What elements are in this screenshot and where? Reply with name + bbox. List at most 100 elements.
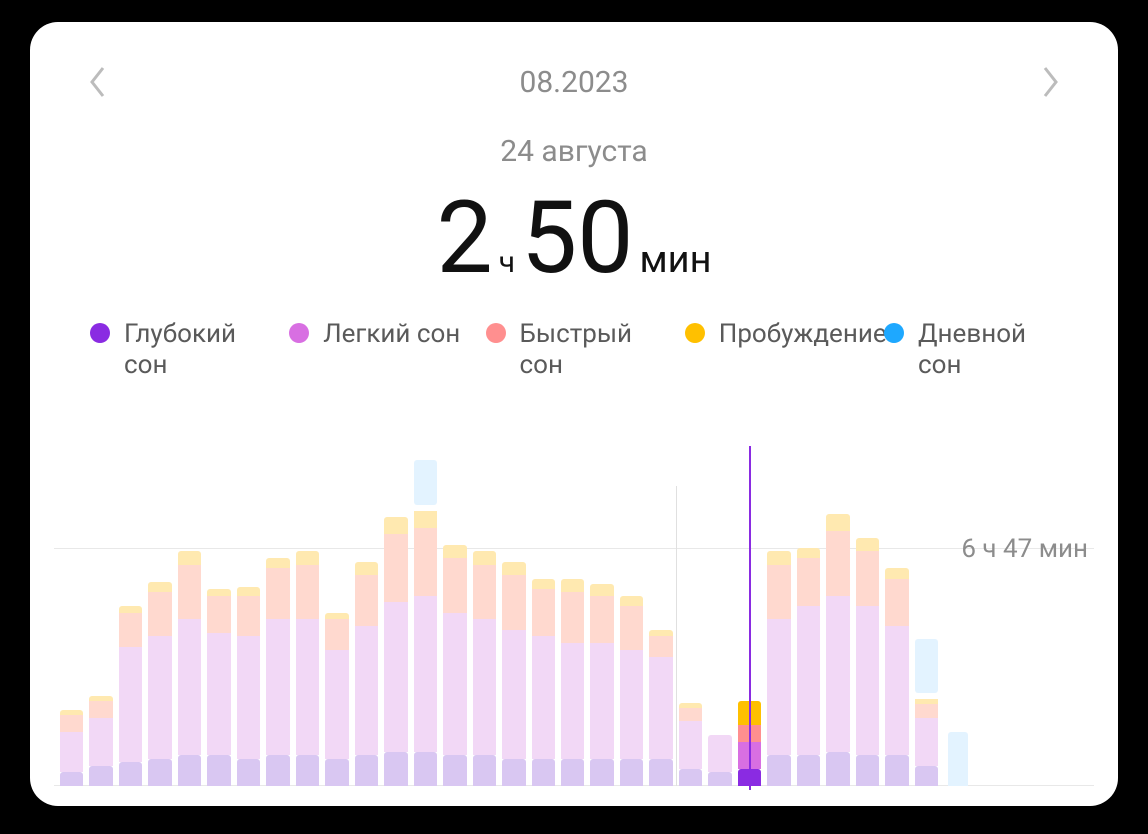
bar-day[interactable]: [679, 446, 702, 786]
bar-seg-deep: [355, 755, 378, 786]
bar-day[interactable]: [767, 446, 790, 786]
bar-seg-awake: [856, 538, 879, 552]
bar-seg-deep: [325, 759, 348, 786]
bar-seg-awake: [296, 551, 319, 565]
bar-seg-rem: [767, 565, 790, 619]
bar-seg-light: [119, 647, 142, 763]
legend-dot-icon: [90, 323, 110, 343]
bar-seg-rem: [649, 636, 672, 656]
selected-day-line: [749, 446, 751, 790]
bar-day[interactable]: [885, 446, 908, 786]
sleep-card: 08.2023 24 августа 2 ч 50 мин Глубокий с…: [30, 22, 1118, 806]
bar-day[interactable]: [60, 446, 83, 786]
selected-date: 24 августа: [30, 134, 1118, 169]
bar-seg-deep: [266, 755, 289, 786]
sleep-chart[interactable]: 6 ч 47 мин: [30, 446, 1118, 806]
bar-day[interactable]: [856, 446, 879, 786]
bar-day[interactable]: [325, 446, 348, 786]
bar-day[interactable]: [443, 446, 466, 786]
minutes-unit: мин: [639, 238, 711, 282]
bar-day[interactable]: [915, 446, 938, 786]
bar-seg-light: [915, 718, 938, 766]
bar-seg-deep: [885, 755, 908, 786]
bar-seg-awake: [443, 545, 466, 559]
bar-seg-light: [532, 636, 555, 758]
bar-seg-awake: [384, 517, 407, 534]
bar-seg-rem: [207, 596, 230, 633]
bar-day[interactable]: [266, 446, 289, 786]
bar-day[interactable]: [708, 446, 731, 786]
bar-seg-awake: [473, 551, 496, 565]
bar-day[interactable]: [620, 446, 643, 786]
bar-seg-light: [679, 721, 702, 769]
bar-day[interactable]: [590, 446, 613, 786]
bar-seg-light: [590, 643, 613, 759]
bar-seg-rem: [679, 708, 702, 722]
bar-seg-rem: [473, 565, 496, 619]
bar-day[interactable]: [384, 446, 407, 786]
bar-seg-rem: [561, 592, 584, 643]
bar-seg-rem: [237, 596, 260, 637]
bar-day[interactable]: [532, 446, 555, 786]
legend-dot-icon: [486, 323, 506, 343]
bar-day[interactable]: [502, 446, 525, 786]
bar-seg-awake: [414, 511, 437, 528]
prev-month-button[interactable]: [78, 62, 118, 102]
next-month-button[interactable]: [1030, 62, 1070, 102]
bar-day[interactable]: [473, 446, 496, 786]
legend-item: Легкий сон: [289, 319, 460, 381]
bar-seg-awake: [237, 587, 260, 596]
bar-seg-awake: [797, 548, 820, 558]
bar-seg-light: [384, 602, 407, 752]
bar-seg-rem: [60, 715, 83, 732]
bar-day[interactable]: [178, 446, 201, 786]
bar-seg-deep: [915, 766, 938, 786]
bar-seg-rem: [119, 613, 142, 647]
bar-day[interactable]: [148, 446, 171, 786]
bar-seg-awake: [502, 562, 525, 576]
bar-seg-rem: [502, 575, 525, 629]
legend-label: Глубокий сон: [124, 319, 264, 381]
bar-day[interactable]: [237, 446, 260, 786]
legend-dot-icon: [289, 323, 309, 343]
bar-day[interactable]: [89, 446, 112, 786]
bar-day[interactable]: [649, 446, 672, 786]
bar-seg-light: [826, 596, 849, 752]
bar-day[interactable]: [296, 446, 319, 786]
bar-seg-deep: [826, 752, 849, 786]
bar-seg-rem: [443, 558, 466, 612]
bar-seg-rem: [414, 528, 437, 596]
segment-divider: [676, 486, 677, 786]
bar-day[interactable]: [119, 446, 142, 786]
bar-day[interactable]: [797, 446, 820, 786]
bar-day[interactable]: [355, 446, 378, 786]
bar-seg-nap: [915, 639, 938, 693]
bar-seg-awake: [266, 558, 289, 568]
bar-seg-deep: [561, 759, 584, 786]
bar-seg-light: [148, 636, 171, 758]
bar-seg-light: [797, 606, 820, 756]
bar-day[interactable]: [207, 446, 230, 786]
legend-item: Глубокий сон: [90, 319, 264, 381]
bar-seg-light: [60, 732, 83, 773]
bar-seg-rem: [915, 704, 938, 718]
bar-day[interactable]: [414, 446, 437, 786]
bar-seg-rem: [296, 565, 319, 619]
bar-seg-light: [414, 596, 437, 752]
bar-seg-rem: [826, 531, 849, 596]
bar-seg-light: [885, 626, 908, 755]
bar-seg-deep: [384, 752, 407, 786]
bar-seg-awake: [885, 568, 908, 578]
bar-seg-light: [620, 650, 643, 759]
bar-seg-awake: [178, 551, 201, 565]
bar-seg-awake: [355, 562, 378, 576]
legend-item: Дневной сон: [884, 319, 1058, 381]
bar-seg-deep: [590, 759, 613, 786]
bar-seg-deep: [620, 759, 643, 786]
legend-label: Пробуждение: [719, 319, 859, 350]
hours-value: 2: [437, 189, 493, 289]
bar-day[interactable]: [561, 446, 584, 786]
bar-day[interactable]: [826, 446, 849, 786]
legend-label: Легкий сон: [323, 319, 460, 350]
bar-seg-deep: [473, 755, 496, 786]
